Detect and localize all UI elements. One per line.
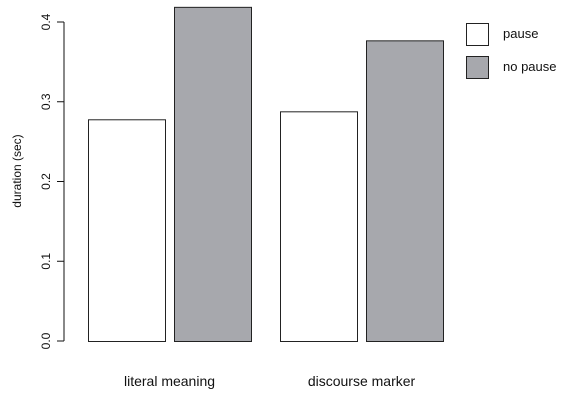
x-category-label: discourse marker <box>308 373 416 389</box>
bar-pause-0 <box>88 119 166 342</box>
legend-label: pause <box>503 26 538 41</box>
y-tick-label: 0.4 <box>39 13 53 30</box>
legend: pause no pause <box>466 23 557 79</box>
y-axis-label: duration (sec) <box>10 134 24 207</box>
y-tick-label: 0.2 <box>39 173 53 190</box>
x-category-label: literal meaning <box>124 373 215 389</box>
bar-no-pause-1 <box>366 40 444 342</box>
bar-pause-1 <box>280 111 358 342</box>
legend-swatch <box>466 56 489 79</box>
legend-label: no pause <box>503 59 557 74</box>
bar-no-pause-0 <box>174 6 252 342</box>
y-axis: 0.0 0.1 0.2 0.3 0.4 <box>39 13 65 349</box>
y-tick-label: 0.3 <box>39 93 53 110</box>
legend-swatch <box>466 23 489 46</box>
y-tick-label: 0.1 <box>39 253 53 270</box>
y-tick-label: 0.0 <box>39 332 53 349</box>
x-axis-labels: literal meaning discourse marker <box>124 373 416 389</box>
bars <box>88 6 444 342</box>
